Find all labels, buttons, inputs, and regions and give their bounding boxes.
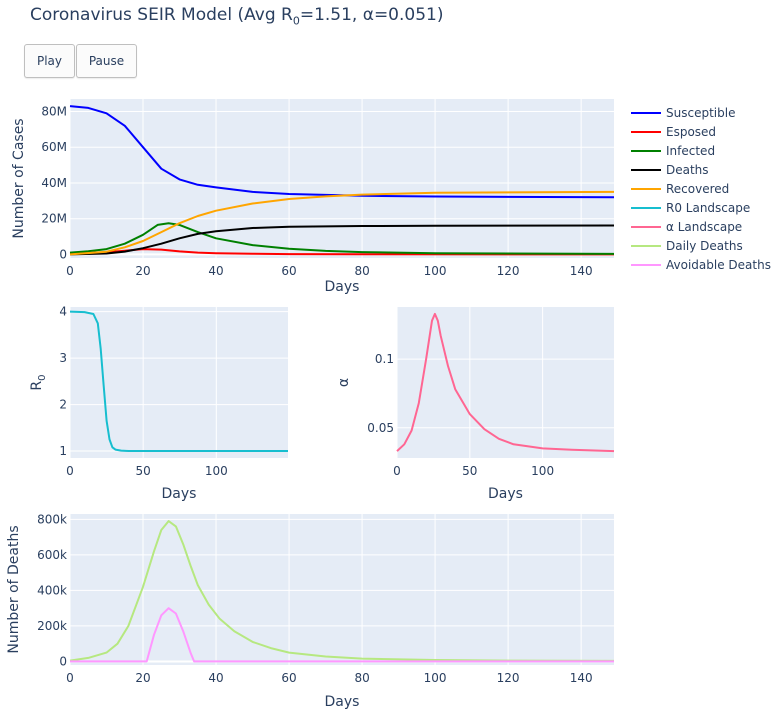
y-tick-label: 0 <box>59 247 67 261</box>
y-tick-label: 0.1 <box>375 352 394 366</box>
x-tick-label: 100 <box>424 264 447 278</box>
legend-item[interactable]: R0 Landscape <box>631 201 750 215</box>
x-tick-label: 80 <box>354 264 369 278</box>
x-tick-label: 120 <box>497 264 520 278</box>
chart-r0: 0 50 100 1 2 3 4 Days R0 <box>29 305 288 502</box>
x-tick-label: 20 <box>135 264 150 278</box>
title-prefix: Coronavirus SEIR Model (Avg R <box>30 5 293 25</box>
y-tick-label: 0 <box>59 654 67 668</box>
legend-item[interactable]: Susceptible <box>631 106 735 120</box>
y-axis-title: Number of Cases <box>11 118 27 238</box>
legend: Susceptible Esposed Infected Deaths Recovere… <box>631 106 771 272</box>
title-subscript: 0 <box>292 14 300 28</box>
x-tick-label: 80 <box>354 671 369 685</box>
x-axis-title: Days <box>488 486 523 502</box>
y-tick-label: 80M <box>41 105 67 119</box>
x-tick-label: 0 <box>66 264 74 278</box>
y-tick-label: 200k <box>37 619 67 633</box>
y-axis-title: R0 <box>29 374 48 390</box>
title-suffix: =1.51, α=0.051) <box>299 5 444 25</box>
chart-seir: 0 20 40 60 80 100 120 140 0 20M 40M 60M 80M Days Numbe… <box>11 99 615 295</box>
x-tick-label: 0 <box>393 464 401 478</box>
series-line-daily-deaths <box>69 520 615 662</box>
x-tick-label: 140 <box>570 264 593 278</box>
series-line-deaths <box>69 224 615 256</box>
legend-item[interactable]: Recovered <box>631 182 729 196</box>
x-tick-label: 140 <box>570 671 593 685</box>
legend-label: α Landscape <box>666 220 742 234</box>
y-tick-label: 1 <box>59 444 67 458</box>
legend-item[interactable]: Daily Deaths <box>631 239 743 253</box>
y-axis-title: Number of Deaths <box>6 525 22 653</box>
x-tick-label: 60 <box>281 671 296 685</box>
y-tick-label: 40M <box>41 176 67 190</box>
x-tick-label: 100 <box>205 464 228 478</box>
legend-label: Susceptible <box>666 106 735 120</box>
x-tick-label: 20 <box>135 671 150 685</box>
legend-item[interactable]: Avoidable Deaths <box>631 258 771 272</box>
series-line-recovered <box>69 190 615 256</box>
series-line-r0-landscape <box>69 310 288 452</box>
y-tick-label: 400k <box>37 583 67 597</box>
y-tick-label: 800k <box>37 512 67 526</box>
x-axis-title: Days <box>325 279 360 295</box>
plot-area-alpha <box>397 307 614 458</box>
x-tick-label: 60 <box>281 264 296 278</box>
y-tick-label: 20M <box>41 212 67 226</box>
legend-label: R0 Landscape <box>666 201 750 215</box>
y-tick-label: 60M <box>41 140 67 154</box>
play-button[interactable]: Play <box>24 44 75 78</box>
chart-alpha: 0 50 100 0.05 0.1 Days α <box>336 307 615 502</box>
legend-label: Deaths <box>666 163 709 177</box>
legend-label: Daily Deaths <box>666 239 743 253</box>
legend-item[interactable]: Esposed <box>631 125 716 139</box>
legend-label: Infected <box>666 144 715 158</box>
x-axis-title: Days <box>162 486 197 502</box>
series-line-avoidable-deaths <box>70 607 614 663</box>
y-tick-label: 3 <box>59 351 67 365</box>
x-tick-label: 0 <box>66 671 74 685</box>
x-tick-label: 40 <box>208 264 223 278</box>
y-axis-title: α <box>336 378 352 387</box>
chart-deaths: 0 20 40 60 80 100 120 140 0 200k 400k 600k 800k Days N… <box>6 512 615 710</box>
x-tick-label: 50 <box>136 464 151 478</box>
x-tick-label: 100 <box>424 671 447 685</box>
x-tick-label: 120 <box>497 671 520 685</box>
y-tick-label: 4 <box>59 305 67 319</box>
y-tick-label: 600k <box>37 548 67 562</box>
plot-area-seir <box>70 99 614 258</box>
plot-area-deaths <box>70 514 614 665</box>
legend-label: Recovered <box>666 182 729 196</box>
plot-area-r0 <box>70 307 288 458</box>
x-tick-label: 40 <box>208 671 223 685</box>
series-line-landscape <box>396 312 615 453</box>
x-tick-label: 0 <box>66 464 74 478</box>
y-tick-label: 0.05 <box>367 421 394 435</box>
legend-label: Avoidable Deaths <box>666 258 771 272</box>
legend-item[interactable]: Deaths <box>631 163 709 177</box>
y-tick-label: 2 <box>59 398 67 412</box>
pause-button[interactable]: Pause <box>76 44 137 78</box>
page-title: Coronavirus SEIR Model (Avg R0=1.51, α=0… <box>30 5 443 27</box>
x-tick-label: 100 <box>531 464 554 478</box>
x-tick-label: 50 <box>462 464 477 478</box>
legend-label: Esposed <box>666 125 716 139</box>
x-axis-title: Days <box>325 694 360 710</box>
legend-item[interactable]: α Landscape <box>631 220 742 234</box>
legend-item[interactable]: Infected <box>631 144 715 158</box>
series-line-infected <box>69 222 615 255</box>
